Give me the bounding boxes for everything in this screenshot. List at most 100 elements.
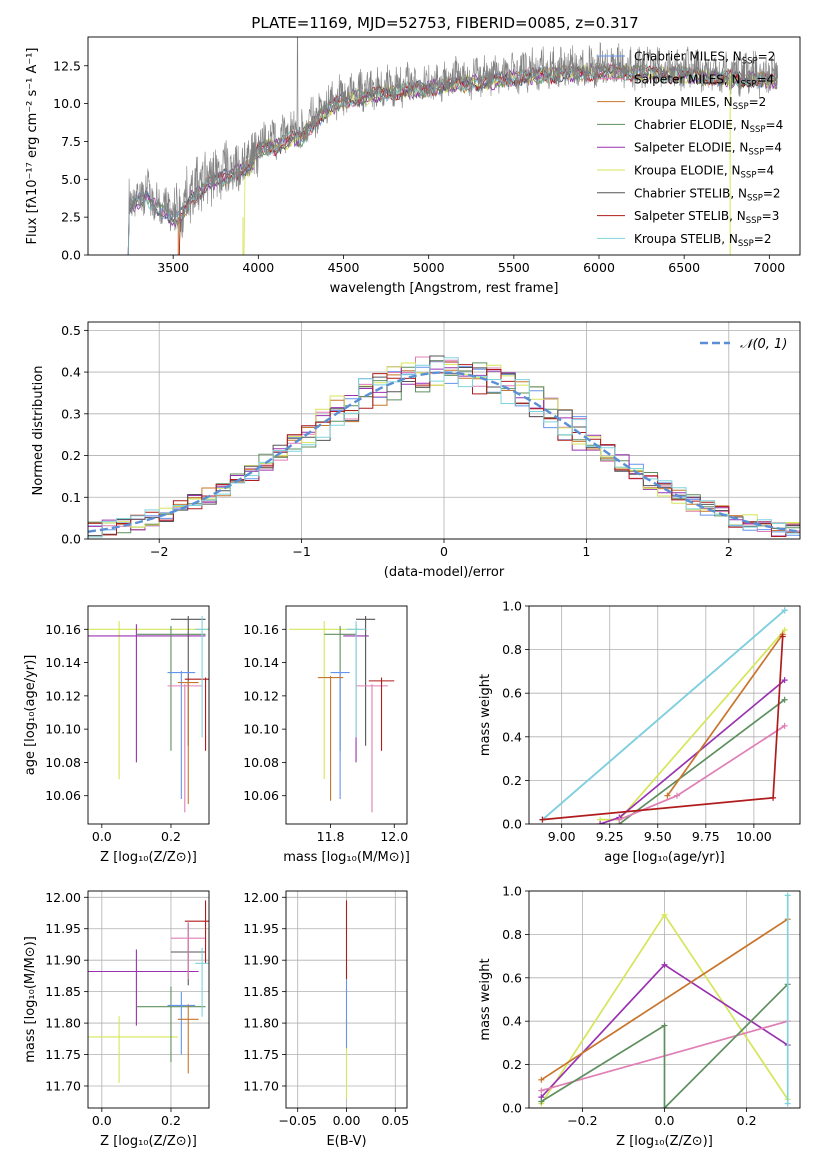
weight-marker-salpeter-elodie — [597, 821, 604, 824]
y-tick-label: 10.16 — [243, 622, 279, 637]
legend-label-chabrier-miles-n: Chabrier MILES, NSSP=2 — [634, 50, 775, 67]
x-tick-label: 12.0 — [380, 829, 408, 844]
y-tick-label: 0.4 — [61, 365, 81, 380]
x-tick-label: 0.0 — [92, 1113, 112, 1128]
y-tick-label: 11.95 — [243, 921, 279, 936]
x-tick-label: 9.25 — [596, 829, 624, 844]
weight-line-kroupa-stelib — [541, 609, 786, 821]
model-spectrum-kroupa-stelib-n — [127, 62, 778, 255]
y-tick-label: 0.1 — [61, 490, 81, 505]
x-tick-label: 0.00 — [333, 1113, 361, 1128]
model-spectrum-kroupa-elodie-n — [243, 64, 778, 255]
y-tick-label: 12.5 — [53, 58, 81, 73]
x-tick-label: 9.50 — [644, 829, 672, 844]
y-tick-label: 0.5 — [61, 323, 81, 338]
y-tick-label: 0.3 — [61, 406, 81, 421]
plot-area — [539, 607, 788, 824]
y-tick-label: 11.90 — [243, 953, 279, 968]
y-tick-label: 12.00 — [243, 890, 279, 905]
panel-mass-vs-Z: 0.0 0.2 11.70 11.75 11.80 11.85 11.90 11.95 12.0… — [23, 890, 210, 1149]
errorbar-kroupa-miles — [177, 680, 199, 805]
x-tick-label: 10.00 — [736, 829, 772, 844]
weight-marker-kroupa-miles — [664, 792, 671, 799]
errorbar-salpeter-stelib — [368, 677, 395, 751]
y-tick-label: 10.0 — [53, 96, 81, 111]
y-tick-label: 0.8 — [502, 927, 522, 942]
errorbar-salpeter-stelib — [184, 900, 209, 964]
weight-marker-salpeter-miles — [616, 816, 623, 823]
weight-marker-kroupa-miles — [538, 1076, 545, 1083]
y-tick-label: 11.70 — [45, 1078, 81, 1093]
weight-marker-salpeter-stelib — [779, 633, 786, 640]
weight-marker-chabrier-elodie — [781, 696, 788, 703]
weight-line-salpeter-elodie — [599, 679, 786, 824]
y-tick-label: 0.6 — [502, 970, 522, 985]
weight-marker-salpeter-miles — [673, 792, 680, 799]
x-tick-label: 4000 — [242, 260, 274, 275]
errorbar-salpeter-miles — [167, 684, 203, 813]
y-tick-label: 11.70 — [243, 1078, 279, 1093]
y-tick-label: 10.06 — [45, 788, 81, 803]
x-tick-label: 0 — [440, 544, 448, 559]
y-tick-label: 7.5 — [61, 134, 81, 149]
plot-area — [289, 615, 395, 813]
x-axis-label: E(B-V) — [326, 1134, 366, 1149]
y-tick-label: 0.0 — [61, 248, 81, 263]
y-tick-label: 0.0 — [502, 817, 522, 832]
y-tick-label: 5.0 — [61, 172, 81, 187]
errorbar-chabrier-miles — [167, 991, 196, 1055]
errorbar-kroupa-miles — [317, 675, 344, 801]
errorbar-kroupa-miles — [177, 1004, 199, 1074]
x-axis-label: Z [log₁₀(Z/Z⊙)] — [100, 1134, 197, 1149]
weight-line-chabrier-elodie — [540, 983, 789, 1108]
y-tick-label: 0.2 — [502, 1057, 522, 1072]
errorbar-chabrier-miles — [167, 670, 196, 800]
errorbar-salpeter-elodie — [88, 624, 206, 763]
normal-curve — [88, 371, 800, 533]
y-tick-label: 0.0 — [61, 532, 81, 547]
y-axis-label: age [log₁₀(age/yr)] — [23, 655, 38, 776]
y-tick-label: 10.08 — [243, 755, 279, 770]
y-tick-label: 10.12 — [45, 688, 81, 703]
x-tick-label: −0.2 — [567, 1113, 597, 1128]
x-tick-label: 0.0 — [92, 829, 112, 844]
legend-label-kroupa-elodie-n: Kroupa ELODIE, NSSP=4 — [634, 164, 774, 181]
legend-label-chabrier-elodie-n: Chabrier ELODIE, NSSP=4 — [634, 118, 783, 135]
y-tick-label: 0.6 — [502, 686, 522, 701]
x-tick-label: 0.05 — [381, 1113, 409, 1128]
plot-area — [127, 37, 778, 255]
x-tick-label: 9.00 — [548, 829, 576, 844]
errorbar-salpeter-miles — [170, 922, 206, 980]
y-axis-label: mass [log₁₀(M/M⊙)] — [23, 936, 38, 1063]
y-tick-label: 10.08 — [45, 755, 81, 770]
y-tick-label: 10.12 — [243, 688, 279, 703]
x-axis-label: wavelength [Angstrom, rest frame] — [330, 281, 559, 296]
weight-marker-salpeter-elodie — [781, 677, 788, 684]
weight-line-kroupa-elodie — [600, 629, 786, 821]
plot-area — [88, 615, 209, 813]
plot-area — [88, 355, 800, 538]
y-tick-label: 0.2 — [502, 773, 522, 788]
errorbar-chabrier-miles — [330, 670, 350, 800]
panel-age-vs-mass: 11.8 12.0 10.06 10.08 10.10 10.12 10.14 10.16 ma… — [243, 605, 410, 865]
y-tick-label: 11.90 — [45, 953, 81, 968]
weight-line-chabrier-elodie — [618, 699, 786, 824]
x-tick-label: 1 — [582, 544, 590, 559]
y-tick-label: 0.4 — [502, 729, 522, 744]
x-tick-label: 2 — [725, 544, 733, 559]
y-tick-label: 10.16 — [45, 622, 81, 637]
x-tick-label: 0.0 — [655, 1113, 675, 1128]
weight-marker-kroupa-stelib — [784, 1100, 791, 1107]
panel-mass-vs-ebv: −0.05 0.00 0.05 11.70 11.75 11.80 11.85 11.90 11… — [243, 890, 409, 1149]
y-tick-label: 11.80 — [243, 1016, 279, 1031]
y-tick-label: 10.06 — [243, 788, 279, 803]
x-tick-label: 7000 — [753, 260, 785, 275]
y-tick-label: 11.95 — [45, 921, 81, 936]
errorbar-salpeter-elodie — [88, 949, 199, 1026]
x-tick-label: −2 — [150, 544, 168, 559]
weight-line-kroupa-miles — [540, 918, 789, 1081]
legend-label-normal: 𝒩(0, 1) — [740, 337, 787, 352]
y-axis-label: Flux [fλ10⁻¹⁷ erg cm⁻² s⁻¹ A⁻¹] — [25, 48, 40, 245]
x-axis-label: (data-model)/error — [384, 565, 505, 580]
